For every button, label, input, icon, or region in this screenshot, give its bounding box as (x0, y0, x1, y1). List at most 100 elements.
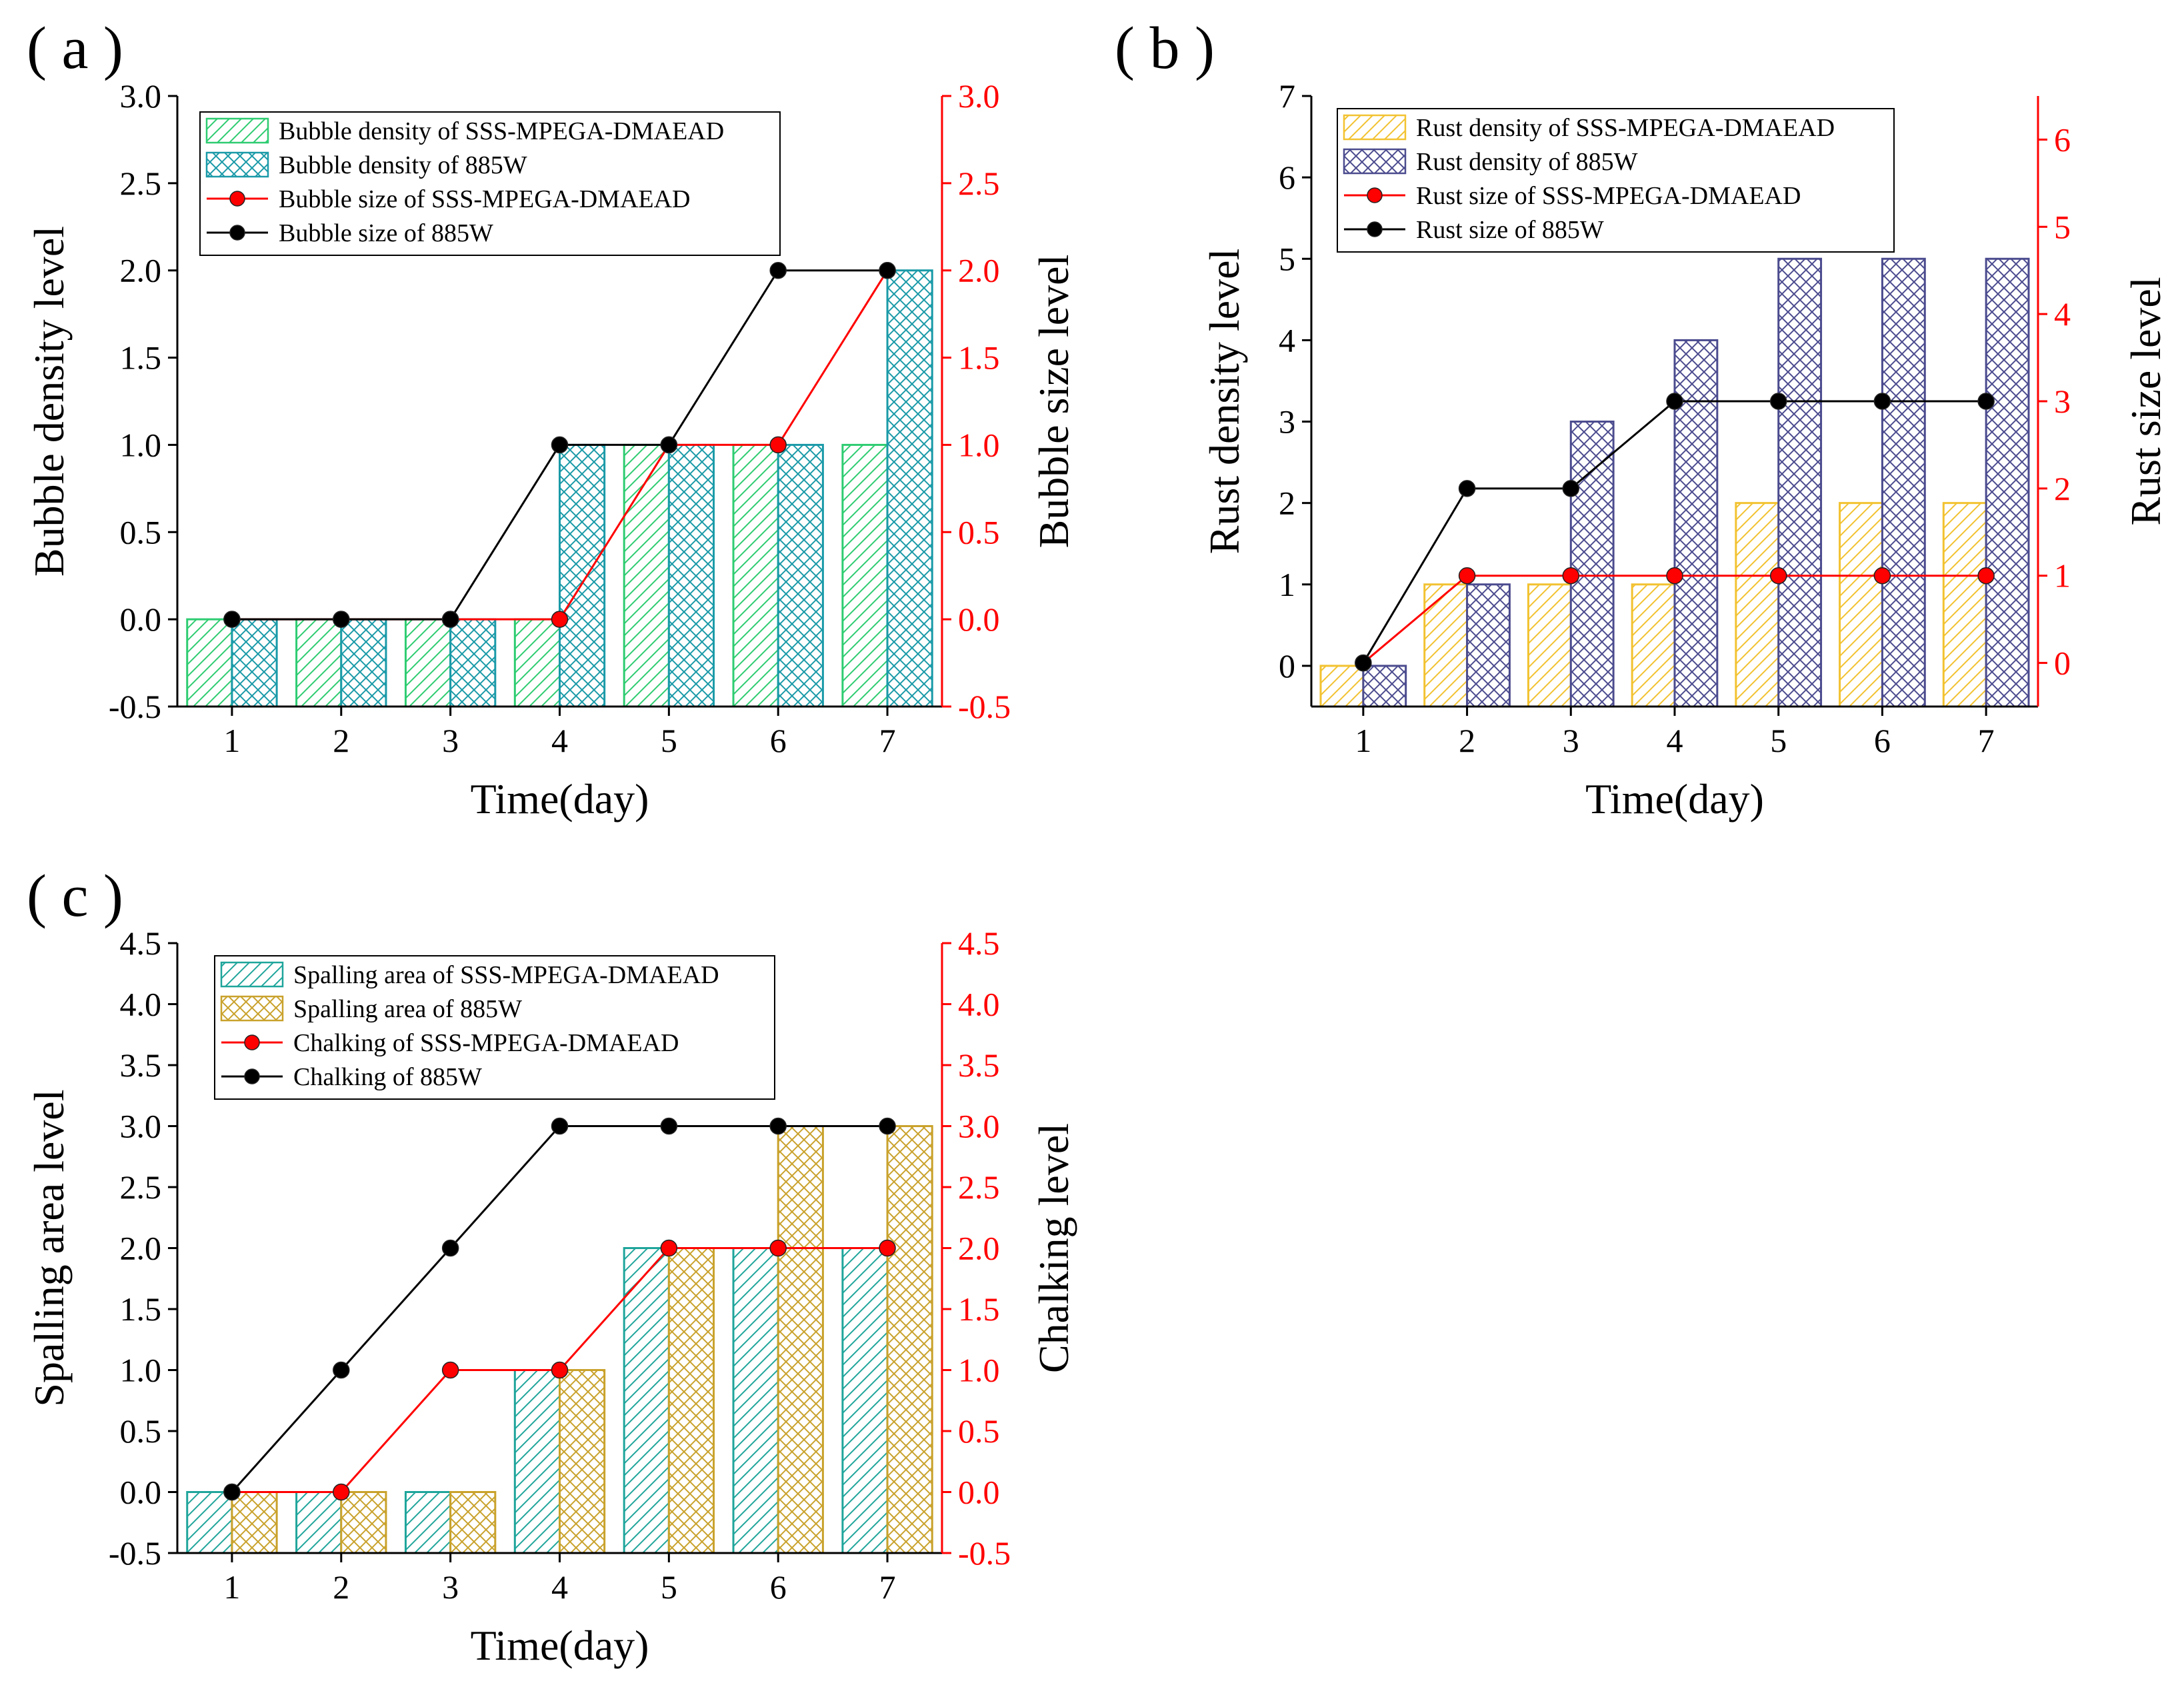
bar-series1-day-3 (404, 618, 452, 708)
point-series1-day-5 (660, 1239, 678, 1257)
point-series2-day-5 (1769, 393, 1787, 410)
legend-label: Rust density of SSS-MPEGA-DMAEAD (1416, 114, 1835, 142)
bar-series1-day-6 (732, 443, 779, 708)
y2-tick-label: 3.5 (958, 1046, 1000, 1084)
x-tick-label: 3 (1563, 722, 1579, 759)
y-tick-label: 3.0 (120, 1108, 162, 1145)
x-tick-label: 3 (442, 722, 459, 759)
point-series2-day-2 (1458, 480, 1476, 497)
x-tick-label: 7 (1978, 722, 1995, 759)
y2-tick-label: 4 (2054, 295, 2071, 333)
y2-tick-label: 0 (2054, 645, 2071, 682)
legend-swatch-marker (244, 1034, 260, 1050)
point-series2-day-7 (879, 261, 896, 279)
y-tick-label: 3.5 (120, 1046, 162, 1084)
x-tick-label: 7 (879, 1568, 896, 1606)
bar-series2-day-1 (231, 1491, 278, 1554)
x-tick-label: 1 (1355, 722, 1371, 759)
y2-axis-title: Bubble size level (1030, 255, 1077, 549)
bar-series1-day-2 (295, 1491, 343, 1554)
legend-label: Rust size of 885W (1416, 216, 1604, 244)
x-tick-label: 3 (442, 1568, 459, 1606)
bar-series2-day-5 (1777, 257, 1823, 708)
point-series1-day-3 (1562, 567, 1580, 585)
y-tick-label: 0.5 (120, 513, 162, 551)
bar-series2-day-3 (449, 1491, 497, 1554)
y-tick-label: 0 (1279, 647, 1295, 685)
point-series2-day-4 (1666, 393, 1683, 410)
y-tick-label: 1 (1279, 566, 1295, 603)
panel-label: ( b ) (1115, 15, 1215, 81)
y2-axis-title: Rust size level (2122, 277, 2169, 525)
point-series1-day-5 (1769, 567, 1787, 585)
y-tick-label: 7 (1279, 77, 1295, 115)
bar-series1-day-4 (513, 1369, 561, 1554)
legend-label: Spalling area of SSS-MPEGA-DMAEAD (293, 961, 719, 989)
y-axis-title: Spalling area level (25, 1089, 73, 1406)
y-tick-label: 5 (1279, 240, 1295, 277)
y-tick-label: 0.5 (120, 1412, 162, 1450)
y2-tick-label: 4.5 (958, 924, 1000, 962)
point-series1-day-2 (1458, 567, 1476, 585)
x-axis-title: Time(day) (471, 775, 649, 823)
legend-swatch-bar (220, 995, 284, 1022)
x-tick-label: 5 (661, 1568, 677, 1606)
legend-frame (214, 955, 775, 1100)
x-tick-label: 6 (1874, 722, 1891, 759)
bar-series2-day-7 (886, 1125, 933, 1554)
y-tick-label: 1.5 (120, 1290, 162, 1328)
bar-series2-day-6 (1881, 257, 1926, 708)
y-tick-label: 1.5 (120, 339, 162, 377)
point-series2-day-4 (551, 436, 569, 454)
bar-series2-day-4 (1673, 339, 1719, 708)
y2-tick-label: 0.5 (958, 1412, 1000, 1450)
y2-tick-label: 2.0 (958, 1230, 1000, 1267)
point-series1-day-7 (1977, 567, 1995, 585)
bar-series2-day-1 (231, 618, 278, 708)
legend-swatch-marker (244, 1068, 260, 1084)
x-axis-title: Time(day) (471, 1622, 649, 1669)
y-axis-title: Bubble density level (25, 226, 73, 577)
legend-swatch-marker (1367, 187, 1383, 203)
bar-series1-day-6 (732, 1247, 779, 1554)
point-series1-day-6 (769, 436, 787, 454)
y2-tick-label: 1.0 (958, 426, 1000, 463)
bar-series1-day-6 (1839, 502, 1883, 708)
legend-frame (199, 111, 781, 256)
legend: Rust density of SSS-MPEGA-DMAEAD Rust den… (1337, 108, 1895, 253)
y2-tick-label: 3.0 (958, 77, 1000, 115)
y-tick-label: -0.5 (109, 688, 161, 725)
legend-swatch-bar (1343, 114, 1407, 141)
legend-swatch-bar (205, 151, 269, 178)
legend-label: Spalling area of 885W (293, 995, 522, 1023)
y-tick-label: -0.5 (109, 1534, 161, 1572)
point-series2-day-6 (769, 1117, 787, 1135)
point-series2-day-1 (223, 611, 241, 628)
x-tick-label: 1 (223, 1568, 240, 1606)
x-tick-label: 2 (333, 722, 349, 759)
x-tick-label: 2 (333, 1568, 349, 1606)
bar-series2-day-6 (777, 1125, 824, 1554)
bar-series2-day-1 (1362, 665, 1407, 708)
bar-series2-day-3 (1569, 421, 1615, 708)
bar-series1-day-7 (841, 1247, 889, 1554)
legend-swatch-marker (229, 191, 245, 207)
point-series2-day-7 (879, 1117, 896, 1135)
y-tick-label: 0.0 (120, 1474, 162, 1511)
x-tick-label: 2 (1459, 722, 1475, 759)
legend: Spalling area of SSS-MPEGA-DMAEAD Spallin… (214, 955, 775, 1100)
point-series2-day-3 (441, 611, 459, 628)
legend-swatch-marker (1367, 221, 1383, 237)
bar-series2-day-5 (667, 443, 715, 708)
y2-tick-label: 2 (2054, 470, 2071, 507)
y-axis-title: Rust density level (1201, 249, 1248, 555)
bar-series2-day-7 (1985, 257, 2030, 708)
point-series1-day-6 (1873, 567, 1891, 585)
legend-frame (1337, 108, 1895, 253)
bar-series2-day-4 (559, 443, 606, 708)
y2-tick-label: 5 (2054, 208, 2071, 245)
bar-series1-day-5 (1735, 502, 1780, 708)
y2-tick-label: 3 (2054, 383, 2071, 420)
y2-tick-label: 4.0 (958, 986, 1000, 1023)
